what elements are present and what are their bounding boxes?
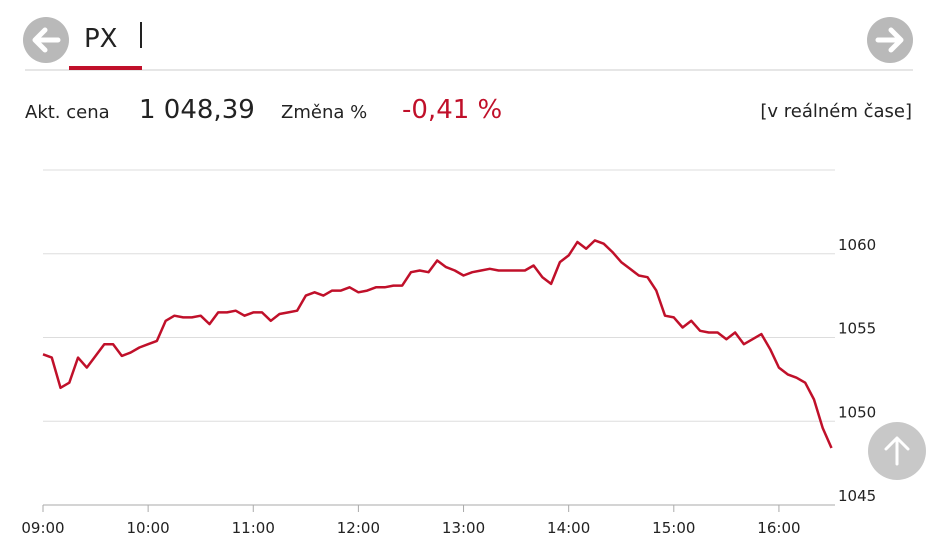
y-tick-label: 1050 — [838, 403, 876, 421]
x-tick-label: 09:00 — [21, 519, 64, 537]
y-tick-label: 1045 — [838, 487, 876, 505]
x-tick-label: 15:00 — [652, 519, 695, 537]
x-tick-label: 13:00 — [442, 519, 485, 537]
realtime-note: [v reálném čase] — [760, 101, 912, 122]
scroll-top-button[interactable] — [868, 422, 926, 480]
plot: 1045 1050 1055 1060 09:00 10:00 11:00 12:00 13:0… — [21, 236, 876, 537]
tab-label[interactable]: PX — [84, 24, 118, 54]
change: -0,41 % — [402, 95, 502, 125]
change-label: Změna % — [281, 102, 367, 123]
price-label: Akt. cena — [25, 102, 110, 123]
y-tick-label: 1055 — [838, 320, 876, 338]
tab-underline — [69, 66, 142, 70]
y-tick-label: 1060 — [838, 236, 876, 254]
x-tick-label: 14:00 — [547, 519, 590, 537]
x-tick-label: 10:00 — [127, 519, 170, 537]
x-tick-label: 16:00 — [757, 519, 800, 537]
price-line — [42, 239, 833, 449]
x-tick-label: 11:00 — [232, 519, 275, 537]
next-button[interactable] — [867, 17, 913, 63]
prev-button[interactable] — [23, 17, 69, 63]
price: 1 048,39 — [139, 95, 255, 125]
x-tick-label: 12:00 — [337, 519, 380, 537]
